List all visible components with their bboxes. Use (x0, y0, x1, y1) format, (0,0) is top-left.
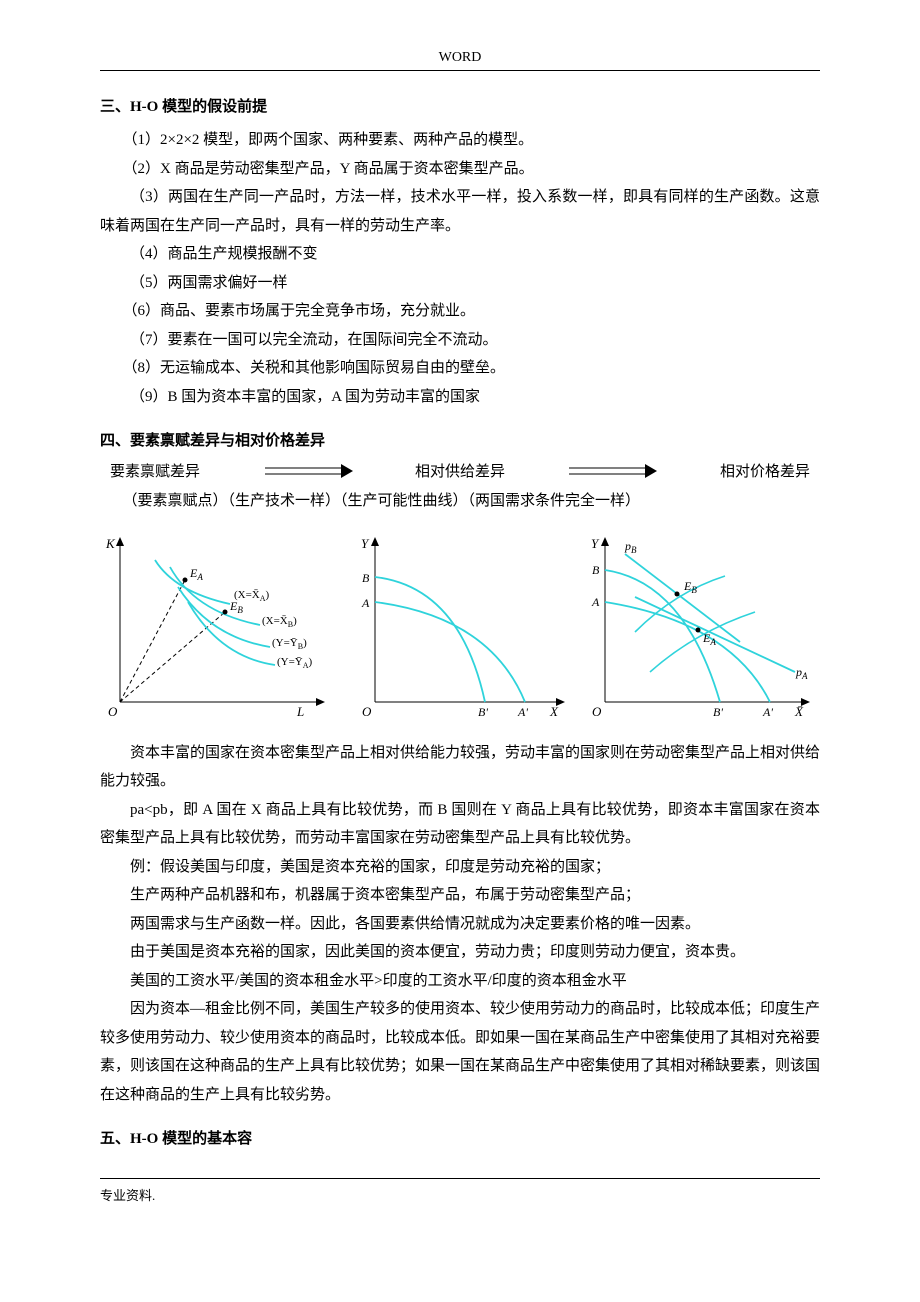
svg-text:Y: Y (361, 536, 370, 551)
svg-text:EA: EA (189, 566, 203, 582)
s3-item: （4）商品生产规模报酬不变 (100, 240, 820, 269)
svg-text:B': B' (478, 705, 488, 719)
s4-body: 因为资本—租金比例不同，美国生产较多的使用资本、较少使用劳动力的商品时，比较成本… (100, 995, 820, 1109)
flow-b: 相对供给差异 (415, 460, 505, 481)
footer-label: 专业资料. (100, 1185, 820, 1204)
s4-body: 生产两种产品机器和布，机器属于资本密集型产品，布属于劳动密集型产品； (100, 881, 820, 910)
svg-text:A: A (361, 596, 370, 610)
svg-text:pA: pA (795, 665, 808, 681)
s4-body: 例：假设美国与印度，美国是资本充裕的国家，印度是劳动充裕的国家； (100, 853, 820, 882)
header-divider (100, 70, 820, 71)
svg-text:(Y=ȲA): (Y=ȲA) (277, 656, 313, 670)
footer-divider (100, 1178, 820, 1179)
svg-text:B: B (592, 563, 600, 577)
svg-text:A': A' (517, 705, 528, 719)
svg-text:A: A (591, 595, 600, 609)
s3-item: （9）B 国为资本丰富的国家，A 国为劳动丰富的国家 (100, 383, 820, 412)
s3-item: （7）要素在一国可以完全流动，在国际间完全不流动。 (100, 326, 820, 355)
svg-text:K: K (105, 536, 116, 551)
arrow-icon (567, 464, 657, 478)
s3-item: （3）两国在生产同一产品时，方法一样，技术水平一样，投入系数一样，即具有同样的生… (100, 183, 820, 240)
flow-a: 要素禀赋差异 (110, 460, 200, 481)
svg-text:(X=X̄A): (X=X̄A) (234, 588, 270, 602)
page-header: WORD (100, 50, 820, 66)
flow-c: 相对价格差异 (720, 460, 810, 481)
s3-item: （2）X 商品是劳动密集型产品，Y 商品属于资本密集型产品。 (100, 155, 820, 184)
flow-diagram: 要素禀赋差异 相对供给差异 相对价格差异 (100, 460, 820, 481)
svg-text:B': B' (713, 705, 723, 719)
s3-item: （8）无运输成本、关税和其他影响国际贸易自由的壁垒。 (100, 354, 820, 383)
svg-text:(X=X̄B): (X=X̄B) (262, 614, 297, 628)
flow-sub: （要素禀赋点）（生产技术一样）（生产可能性曲线）（两国需求条件完全一样） (100, 487, 820, 516)
svg-text:EB: EB (229, 599, 243, 615)
chart1: K L O EA EB (X=X̄A) (X=X̄B) (Y=ȲB) (100, 532, 340, 727)
s4-body: 资本丰富的国家在资本密集型产品上相对供给能力较强，劳动丰富的国家则在劳动密集型产… (100, 739, 820, 796)
s3-item: （5）两国需求偏好一样 (100, 269, 820, 298)
section5-title: 五、H-O 模型的基本容 (100, 1127, 820, 1148)
charts-row: K L O EA EB (X=X̄A) (X=X̄B) (Y=ȲB) (100, 532, 820, 727)
section3-title: 三、H-O 模型的假设前提 (100, 95, 820, 116)
section4-title: 四、要素禀赋差异与相对价格差异 (100, 429, 820, 450)
svg-text:O: O (108, 704, 118, 719)
chart2: Y X O B A B' A' (350, 532, 570, 727)
s3-item: （6）商品、要素市场属于完全竞争市场，充分就业。 (100, 297, 820, 326)
svg-text:X: X (549, 704, 559, 719)
svg-text:B: B (362, 571, 370, 585)
svg-text:(Y=ȲB): (Y=ȲB) (272, 637, 307, 651)
svg-text:A': A' (762, 705, 773, 719)
chart3: Y X̄ O B A B' (580, 532, 820, 727)
s4-body: pa<pb，即 A 国在 X 商品上具有比较优势，而 B 国则在 Y 商品上具有… (100, 796, 820, 853)
svg-text:pB: pB (624, 539, 637, 555)
svg-text:O: O (592, 704, 602, 719)
s4-body: 两国需求与生产函数一样。因此，各国要素供给情况就成为决定要素价格的唯一因素。 (100, 910, 820, 939)
svg-text:X̄: X̄ (794, 704, 804, 719)
svg-text:EB: EB (683, 579, 697, 595)
s4-body: 美国的工资水平/美国的资本租金水平>印度的工资水平/印度的资本租金水平 (100, 967, 820, 996)
svg-text:L: L (296, 704, 304, 719)
s3-item: （1）2×2×2 模型，即两个国家、两种要素、两种产品的模型。 (100, 126, 820, 155)
s4-body: 由于美国是资本充裕的国家，因此美国的资本便宜，劳动力贵；印度则劳动力便宜，资本贵… (100, 938, 820, 967)
arrow-icon (263, 464, 353, 478)
svg-text:Y: Y (591, 536, 600, 551)
svg-text:O: O (362, 704, 372, 719)
